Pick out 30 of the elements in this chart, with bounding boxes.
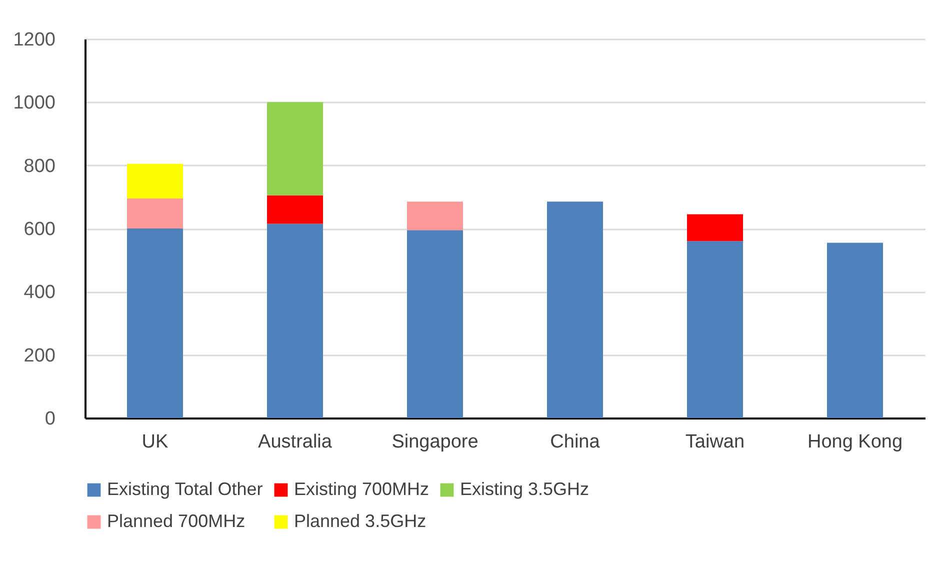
y-tick-label: 1000	[13, 92, 56, 114]
y-tick-label: 200	[24, 345, 56, 366]
y-tick-label: 800	[24, 156, 56, 177]
x-tick-label: Hong Kong	[807, 432, 903, 452]
bar	[127, 228, 183, 418]
x-tick-label: UK	[142, 432, 169, 452]
bar	[267, 195, 323, 224]
bar	[127, 164, 183, 198]
legend-label: Existing 700MHz	[294, 479, 430, 499]
legend-label: Existing Total Other	[107, 479, 263, 499]
x-tick-label: China	[550, 432, 600, 452]
x-tick-label: Taiwan	[685, 432, 745, 452]
legend-label: Planned 3.5GHz	[294, 511, 426, 531]
x-tick-label: Singapore	[392, 432, 478, 452]
bar	[267, 224, 323, 418]
y-tick-label: 600	[24, 219, 56, 240]
y-tick-label: 1200	[13, 30, 56, 50]
bar	[407, 230, 463, 418]
bar	[407, 202, 463, 230]
legend-label: Existing 3.5GHz	[460, 479, 590, 499]
bar	[267, 102, 323, 196]
x-tick-label: Australia	[258, 432, 332, 452]
bar	[127, 198, 183, 228]
legend-label: Planned 700MHz	[107, 511, 246, 531]
bar	[687, 214, 743, 242]
y-tick-label: 400	[24, 282, 56, 304]
y-tick-label: 0	[44, 408, 56, 430]
bar	[547, 202, 603, 418]
bar	[827, 242, 883, 418]
bar	[687, 241, 743, 418]
